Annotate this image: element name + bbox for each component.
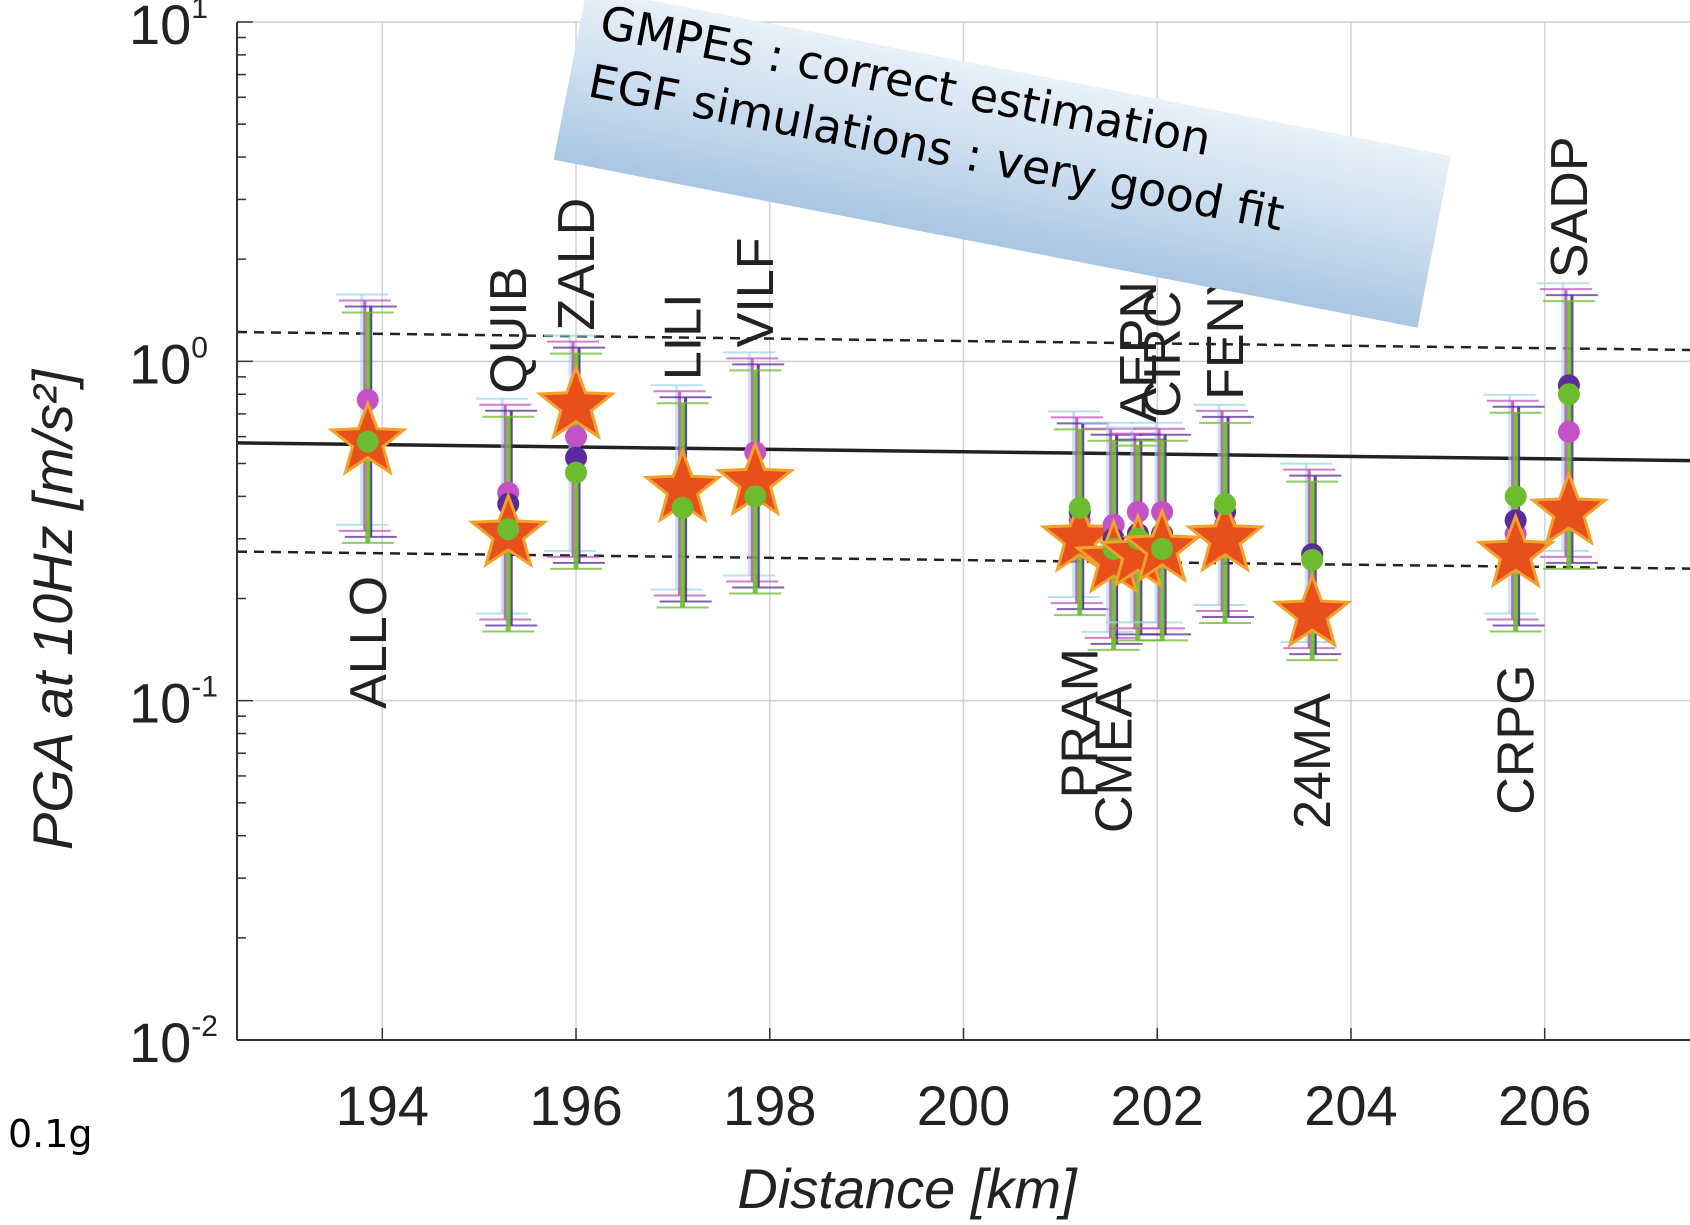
x-tick-label: 194 (336, 1074, 429, 1137)
y-tick-label: 10-1 (129, 671, 218, 735)
sim-marker-magenta (1557, 420, 1580, 443)
sim-marker-green (565, 461, 588, 484)
sim-marker-green (1068, 496, 1091, 519)
sim-marker-green (497, 518, 520, 541)
observed-star (1184, 496, 1266, 573)
y-tick-label: 100 (129, 331, 208, 395)
x-axis-label: Distance [km] (737, 1157, 1078, 1220)
reference-lines (236, 330, 1690, 570)
station-label: QUIB (480, 267, 538, 394)
sim-marker-green (744, 485, 767, 508)
x-tick-label: 206 (1498, 1074, 1591, 1137)
y-tick-label: 10-2 (129, 1010, 218, 1074)
sim-marker-magenta (565, 425, 588, 448)
x-tick-label: 198 (723, 1074, 816, 1137)
station-label: SADP (1541, 136, 1599, 278)
sim-marker-green (1301, 548, 1324, 571)
y-axis-label: PGA at 10Hz [m/s²] (21, 368, 84, 850)
station-label: ALLO (340, 576, 398, 709)
lower-bound-line (236, 550, 1690, 570)
station-label: PRAM (1052, 648, 1110, 798)
observed-star (1272, 571, 1353, 649)
observed-star (535, 363, 617, 440)
observed-star (1475, 512, 1556, 589)
station-label: AEPN (1110, 281, 1168, 423)
station-label: 24MA (1284, 693, 1342, 829)
station-label: CRPG (1488, 664, 1546, 814)
sim-marker-green (1557, 383, 1580, 406)
side-note: 0.1g (8, 1112, 93, 1156)
y-tick-label: 101 (129, 0, 208, 56)
sim-marker-green (671, 496, 694, 519)
sim-marker-green (1151, 537, 1174, 560)
sim-marker-green (1504, 485, 1527, 508)
station-label: VILF (727, 238, 785, 348)
x-tick-label: 204 (1304, 1074, 1397, 1137)
median-line (236, 441, 1690, 463)
sim-marker-magenta (1126, 500, 1149, 523)
x-tick-label: 200 (917, 1074, 1010, 1137)
sim-marker-green (1214, 492, 1237, 515)
station-label: CMEA (1086, 683, 1144, 834)
x-tick-label: 202 (1111, 1074, 1204, 1137)
x-tick-label: 196 (529, 1074, 622, 1137)
station-label: CIRC (1134, 291, 1192, 418)
upper-bound-line (236, 330, 1690, 352)
sim-marker-green (356, 430, 379, 453)
station-label: LILI (655, 293, 713, 380)
observed-star (1528, 469, 1610, 547)
axes: 10-2 10-1 100 101 194 196 198 200 202 204 206 (129, 0, 1690, 1137)
data-markers (327, 363, 1610, 649)
station-label: ZALD (548, 198, 606, 331)
